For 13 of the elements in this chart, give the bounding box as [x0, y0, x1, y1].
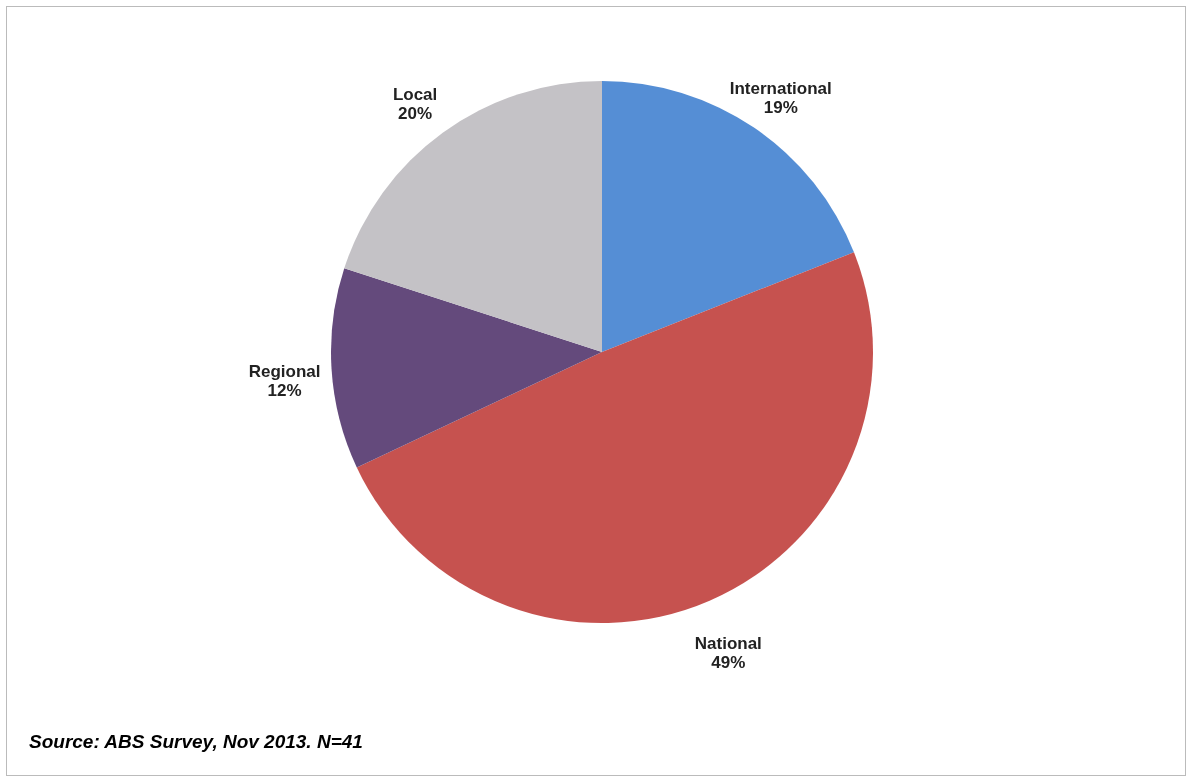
data-label: 20% — [398, 103, 433, 123]
data-label: 12% — [267, 380, 302, 400]
slice-label: Regional — [248, 361, 321, 381]
slice-label: Local — [392, 84, 438, 104]
slice-label: International — [729, 78, 832, 98]
slice-label: National — [694, 633, 762, 653]
source-note: Source: ABS Survey, Nov 2013. N=41 — [29, 731, 363, 753]
pie-slice — [344, 81, 602, 352]
pie-slice — [331, 268, 602, 468]
pie-slice — [356, 252, 873, 623]
pie-slice — [602, 81, 854, 352]
data-label: 49% — [711, 652, 746, 672]
data-label: 19% — [763, 97, 798, 117]
